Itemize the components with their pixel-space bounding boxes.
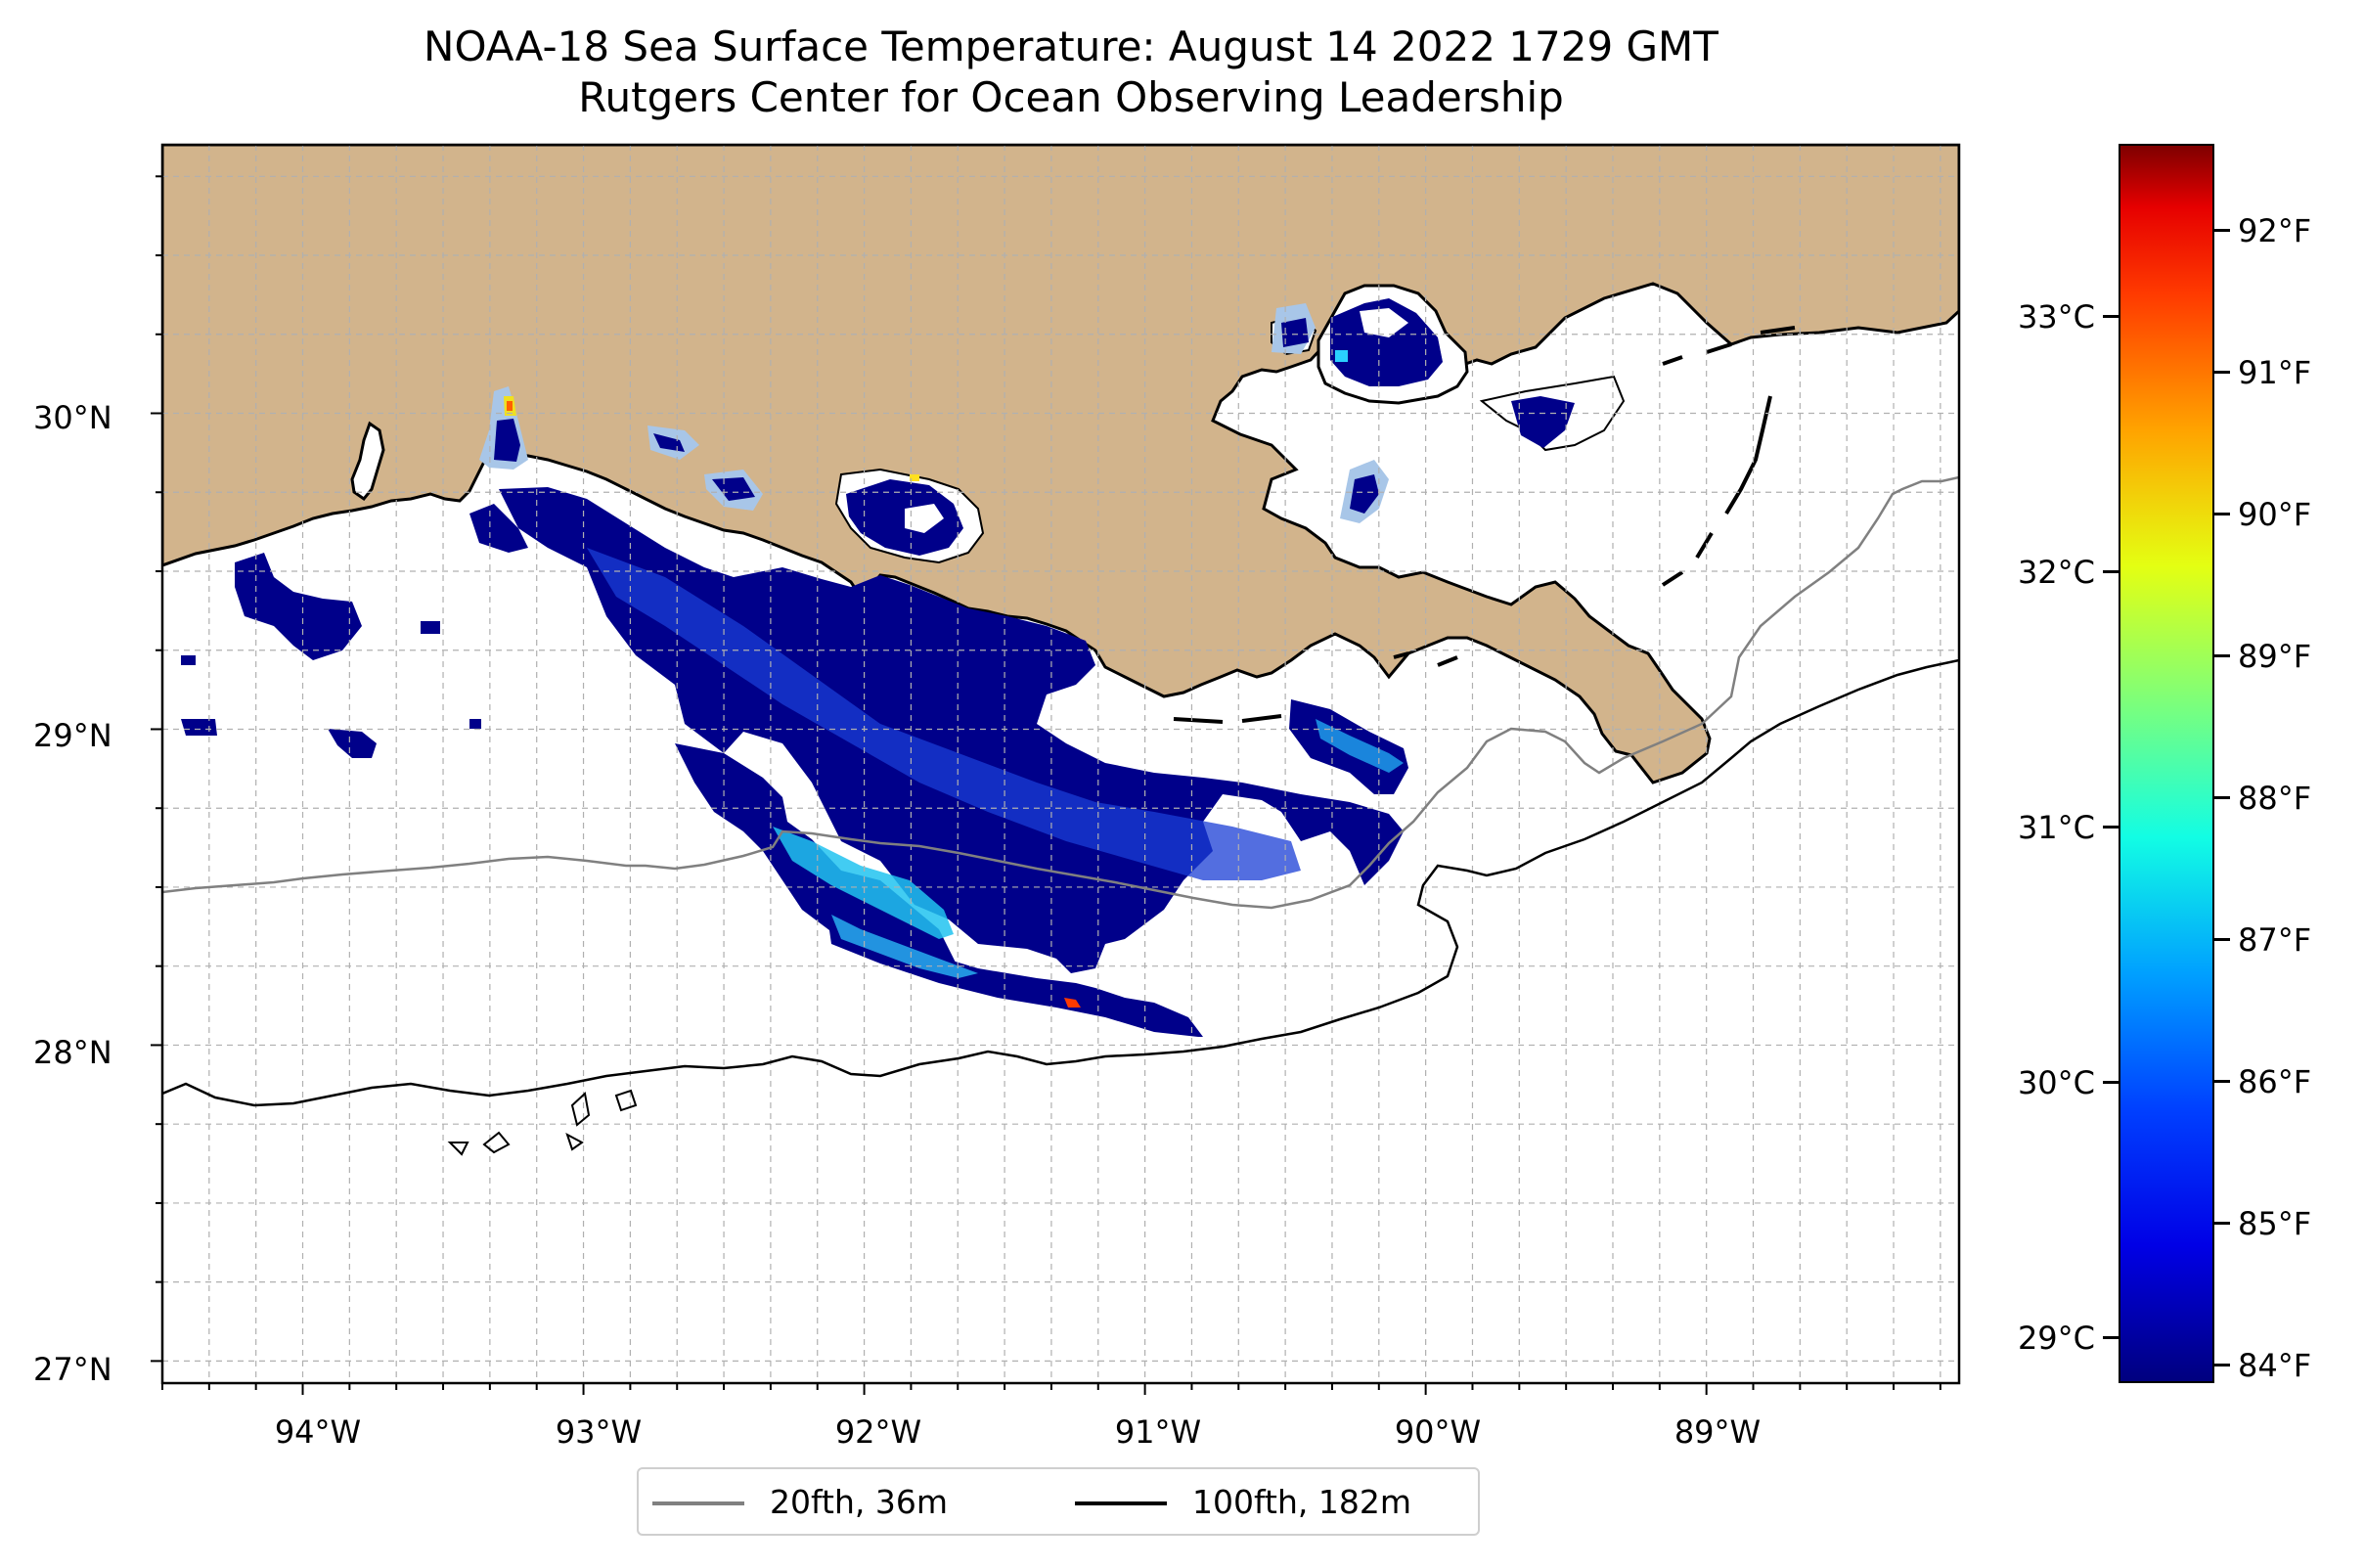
colorbar-tick-c	[2103, 570, 2119, 573]
colorbar-tick-f	[2214, 796, 2230, 799]
axis-ticks	[151, 175, 1941, 1395]
chart-title: NOAA-18 Sea Surface Temperature: August …	[0, 22, 2142, 123]
lat-label: 30°N	[33, 399, 112, 436]
colorbar-label-f: 87°F	[2238, 921, 2312, 959]
title-line-2: Rutgers Center for Ocean Observing Leade…	[578, 73, 1564, 121]
colorbar-label-c: 30°C	[2017, 1064, 2095, 1101]
colorbar-label-f: 88°F	[2238, 780, 2312, 817]
legend-swatch-100fth	[1075, 1501, 1167, 1505]
colorbar-tick-f	[2214, 654, 2230, 657]
colorbar-tick-f	[2214, 371, 2230, 374]
lat-label: 29°N	[33, 717, 112, 754]
legend: 20fth, 36m 100fth, 182m	[637, 1467, 1480, 1536]
lon-label: 92°W	[834, 1413, 922, 1451]
colorbar-tick-f	[2214, 229, 2230, 232]
lon-label: 90°W	[1394, 1413, 1482, 1451]
colorbar-label-f: 84°F	[2238, 1347, 2312, 1384]
colorbar-tick-f	[2214, 513, 2230, 515]
colorbar-label-f: 92°F	[2238, 212, 2312, 249]
colorbar	[2119, 144, 2214, 1383]
colorbar-tick-c	[2103, 1081, 2119, 1084]
colorbar-tick-c	[2103, 826, 2119, 829]
colorbar-tick-c	[2103, 315, 2119, 318]
lon-label: 94°W	[274, 1413, 362, 1451]
legend-label-100fth: 100fth, 182m	[1192, 1483, 1411, 1521]
map-frame	[160, 143, 1961, 1385]
title-line-1: NOAA-18 Sea Surface Temperature: August …	[424, 22, 1718, 70]
colorbar-tick-f	[2214, 1364, 2230, 1366]
lat-label: 27°N	[33, 1351, 112, 1388]
colorbar-label-f: 89°F	[2238, 638, 2312, 675]
lake-calcasieu	[350, 421, 385, 502]
colorbar-tick-f	[2214, 1080, 2230, 1083]
colorbar-label-f: 85°F	[2238, 1205, 2312, 1242]
lon-label: 91°W	[1114, 1413, 1202, 1451]
colorbar-label-c: 33°C	[2017, 298, 2095, 336]
gridlines	[162, 145, 1959, 1383]
sst-patches	[181, 298, 1575, 1037]
lat-label: 28°N	[33, 1034, 112, 1071]
colorbar-label-f: 86°F	[2238, 1063, 2312, 1100]
isobath-20fth-line	[162, 475, 1959, 910]
colorbar-tick-c	[2103, 1336, 2119, 1339]
colorbar-tick-f	[2214, 1222, 2230, 1225]
isobath-100fth-line	[162, 658, 1959, 1107]
colorbar-label-c: 32°C	[2017, 554, 2095, 591]
colorbar-label-f: 91°F	[2238, 354, 2312, 391]
legend-swatch-20fth	[652, 1501, 744, 1505]
map-area	[162, 145, 1959, 1383]
barrier-islands	[1173, 326, 1796, 724]
colorbar-label-c: 31°C	[2017, 809, 2095, 846]
deep-water-islands	[447, 1089, 638, 1156]
lon-label: 89°W	[1673, 1413, 1762, 1451]
colorbar-label-f: 90°F	[2238, 496, 2312, 533]
lon-label: 93°W	[555, 1413, 643, 1451]
legend-label-20fth: 20fth, 36m	[770, 1483, 948, 1521]
colorbar-label-c: 29°C	[2017, 1320, 2095, 1357]
colorbar-tick-f	[2214, 938, 2230, 941]
